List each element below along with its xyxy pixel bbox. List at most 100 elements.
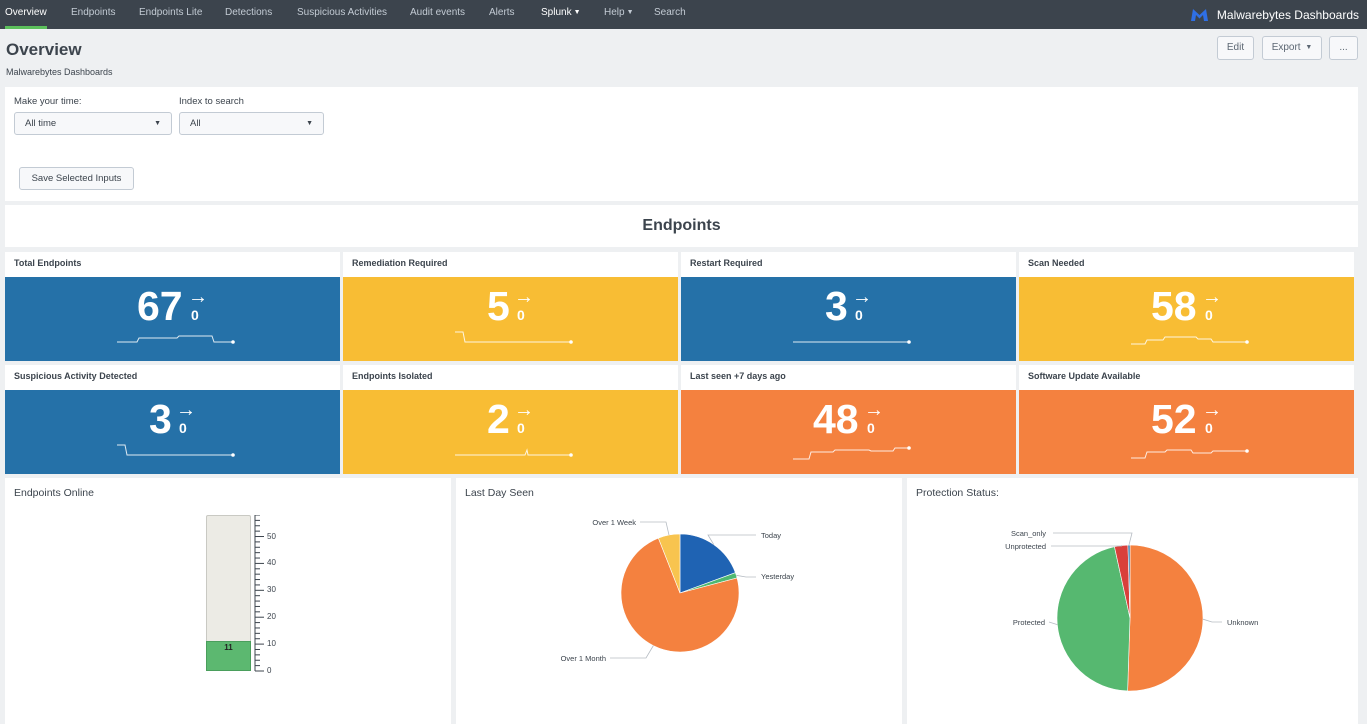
kpi-title: Remediation Required [352,258,448,268]
nav-item-overview[interactable]: Overview [5,0,47,29]
kpi-value-area[interactable]: 52 → 0 [1019,390,1354,474]
trend-arrow-icon: → [1202,399,1222,421]
pie-slice-over-1-week[interactable] [657,533,681,594]
kpi-tile: Endpoints Isolated 2 → 0 [343,365,678,474]
section-title: Endpoints [5,205,1358,247]
export-button[interactable]: Export ▼ [1262,36,1322,60]
kpi-sparkline [1131,336,1249,345]
inputs-panel: Make your time: All time ▼ Index to sear… [5,87,1358,201]
brand[interactable]: Malwarebytes Dashboards [1190,0,1359,29]
kpi-value: 3 [149,396,172,442]
trend-arrow-icon: → [852,286,872,308]
more-button[interactable]: ... [1329,36,1358,60]
pie-label: Over 1 Month [561,654,606,663]
gauge-fill [206,641,251,671]
trend-arrow-icon: → [176,399,196,421]
kpi-value: 3 [825,283,848,329]
nav-help-menu[interactable]: Help ▼ [604,0,634,29]
pie-slice-protected[interactable] [1056,546,1131,692]
kpi-sparkline [793,446,911,460]
kpi-value: 5 [487,283,510,329]
nav-item-alerts[interactable]: Alerts [489,7,515,18]
nav-item-endpoints[interactable]: Endpoints [71,7,116,18]
kpi-value-area[interactable]: 67 → 0 [5,277,340,361]
nav-item-audit-events[interactable]: Audit events [410,7,466,18]
kpi-sparkline [117,444,235,457]
pie-label: Unknown [1227,618,1258,627]
nav-splunk-label: Splunk [541,7,572,18]
kpi-delta: 0 [1205,307,1213,323]
edit-button[interactable]: Edit [1217,36,1254,60]
nav-help-label: Help [604,7,625,18]
panel-title: Endpoints Online [14,487,94,499]
gauge-scale [254,515,264,672]
kpi-value-area[interactable]: 58 → 0 [1019,277,1354,361]
kpi-value-area[interactable]: 48 → 0 [681,390,1016,474]
last-day-seen-pie-chart: Today Yesterday Over 1 Month Over 1 Week [561,518,795,663]
pie-leader-line [1048,621,1058,626]
kpi-title: Last seen +7 days ago [690,371,786,381]
pie-slice-unknown[interactable] [1127,544,1204,692]
gauge-tick-label: 40 [267,558,276,568]
kpi-sparkline [117,335,235,344]
chevron-down-icon: ▼ [573,9,581,16]
index-dropdown[interactable]: All ▼ [179,112,324,135]
nav-search[interactable]: Search [654,7,686,18]
kpi-sparkline [793,340,911,344]
pie-label: Protected [1013,618,1045,627]
time-dropdown-value: All time [25,118,57,129]
top-nav: Overview Endpoints Endpoints Lite Detection… [0,0,1367,29]
pie-label: Over 1 Week [592,518,636,527]
pie-leader-line [1053,532,1133,546]
pie-slice-over-1-month[interactable] [620,537,740,653]
pie-leader-line [707,534,756,545]
kpi-value-area[interactable]: 3 → 0 [5,390,340,474]
pie-label: Unprotected [1005,542,1046,551]
kpi-tile: Scan Needed 58 → 0 [1019,252,1354,361]
pie-leader-line [736,574,756,578]
panel-title: Protection Status: [916,487,999,499]
kpi-value: 2 [487,396,510,442]
kpi-title: Software Update Available [1028,371,1141,381]
kpi-sparkline [1131,449,1249,459]
nav-item-suspicious-activities[interactable]: Suspicious Activities [297,7,388,18]
nav-item-endpoints-lite[interactable]: Endpoints Lite [139,7,203,18]
endpoints-online-panel: Endpoints Online 11 50 40 30 20 10 0 [5,478,451,724]
kpi-title: Scan Needed [1028,258,1085,268]
trend-arrow-icon: → [188,286,208,308]
kpi-title: Suspicious Activity Detected [14,371,138,381]
gauge-value: 11 [224,643,233,653]
kpi-tile: Suspicious Activity Detected 3 → 0 [5,365,340,474]
gauge-tick-label: 0 [267,666,272,675]
kpi-value: 48 [813,396,859,442]
kpi-value-area[interactable]: 2 → 0 [343,390,678,474]
pie-label: Today [761,531,781,540]
kpi-title: Endpoints Isolated [352,371,433,381]
nav-item-detections[interactable]: Detections [225,7,273,18]
kpi-sparkline [455,331,573,344]
kpi-delta: 0 [517,307,525,323]
kpi-sparkline [455,448,573,457]
page-title: Overview [6,40,82,59]
kpi-tile: Software Update Available 52 → 0 [1019,365,1354,474]
gauge-tick-label: 50 [267,531,276,541]
pie-leader-line [610,645,654,659]
kpi-value: 52 [1151,396,1197,442]
gauge-tick-label: 30 [267,585,276,595]
pie-slice-today[interactable] [679,533,736,594]
kpi-value-area[interactable]: 3 → 0 [681,277,1016,361]
kpi-value-area[interactable]: 5 → 0 [343,277,678,361]
page-subtitle: Malwarebytes Dashboards [6,67,113,77]
time-dropdown[interactable]: All time ▼ [14,112,172,135]
kpi-title: Restart Required [690,258,763,268]
kpi-delta: 0 [855,307,863,323]
pie-label: Yesterday [761,572,794,581]
trend-arrow-icon: → [864,399,884,421]
save-inputs-button[interactable]: Save Selected Inputs [19,167,134,190]
pie-leader-line [640,521,670,536]
brand-title: Malwarebytes Dashboards [1216,7,1359,22]
export-label: Export [1271,42,1301,53]
chevron-down-icon: ▼ [626,9,634,16]
panel-title: Last Day Seen [465,487,534,499]
nav-splunk-menu[interactable]: Splunk ▼ [541,0,581,29]
